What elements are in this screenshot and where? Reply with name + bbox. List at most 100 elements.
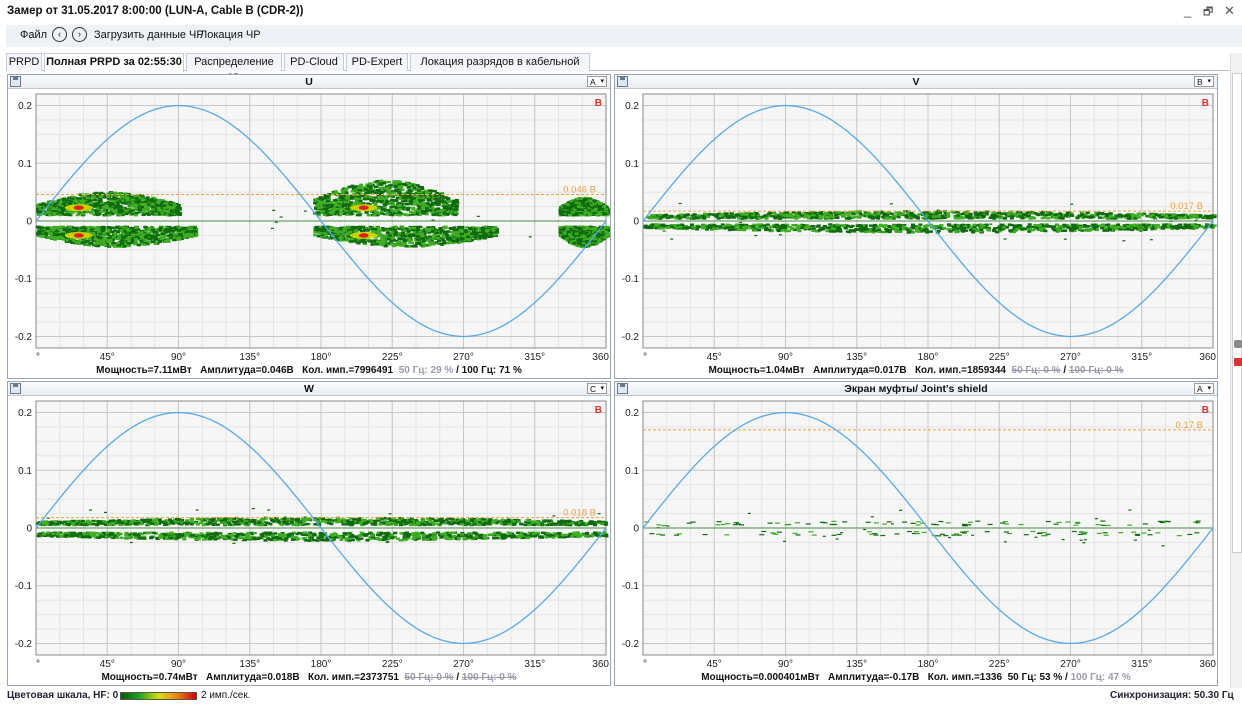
pd-point	[104, 236, 109, 240]
pd-point	[314, 227, 319, 230]
pd-point	[47, 232, 52, 235]
vertical-scrollbar[interactable]	[1230, 53, 1242, 704]
pd-point	[358, 188, 363, 192]
pd-point	[68, 240, 73, 243]
pd-point	[106, 212, 111, 215]
pd-point	[74, 241, 79, 244]
pd-point	[415, 213, 420, 216]
pd-point	[119, 238, 124, 241]
tab-prpd[interactable]: PRPD	[6, 53, 42, 71]
pd-point	[372, 204, 377, 207]
pd-point	[426, 195, 431, 199]
pd-point	[183, 233, 188, 236]
pd-point	[60, 227, 65, 231]
chevron-left-circle-icon[interactable]: ‹	[52, 27, 67, 42]
pd-point	[403, 242, 408, 246]
pd-point	[60, 237, 65, 240]
pd-point	[467, 238, 472, 242]
pd-point	[347, 234, 352, 237]
minimize-button[interactable]: _	[1184, 3, 1192, 18]
pd-point	[457, 226, 462, 229]
pd-point	[387, 191, 392, 194]
menu-load-pd-data[interactable]: Загрузить данные ЧР	[94, 29, 204, 41]
pd-point	[370, 227, 375, 230]
pd-point	[446, 230, 451, 233]
pd-point	[321, 201, 326, 205]
pd-point	[70, 230, 75, 233]
pd-point	[60, 208, 65, 211]
pd-point	[130, 239, 135, 242]
tab-full-prpd[interactable]: Полная PRPD за 02:55:30	[44, 53, 184, 72]
pin-icon[interactable]	[1234, 340, 1242, 348]
pd-point	[455, 237, 460, 240]
pd-point	[418, 229, 423, 233]
pd-point	[74, 201, 79, 204]
tab-pd-cloud[interactable]: PD-Cloud	[284, 53, 344, 71]
pd-point	[113, 234, 118, 238]
pd-point	[313, 233, 318, 237]
pd-point	[353, 237, 358, 241]
pd-point	[447, 208, 452, 211]
pd-point	[141, 198, 146, 201]
pd-point	[47, 201, 52, 204]
pd-point	[393, 210, 398, 213]
pd-point	[121, 197, 126, 201]
chevron-right-circle-icon[interactable]: ›	[72, 27, 87, 42]
pd-point	[411, 206, 416, 210]
pd-point	[381, 207, 386, 210]
pd-point	[361, 239, 366, 242]
pd-point	[101, 239, 106, 242]
pd-point	[62, 228, 67, 231]
tab-discharge-location[interactable]: Локация разрядов в кабельной линии	[410, 53, 590, 84]
pd-point	[576, 198, 581, 201]
pd-point	[91, 232, 96, 235]
pd-point	[407, 227, 412, 231]
pd-point	[109, 212, 114, 215]
pd-point	[105, 205, 110, 208]
pd-point	[192, 226, 197, 230]
close-button[interactable]: ✕	[1224, 3, 1235, 18]
pd-point	[380, 237, 385, 240]
pd-point	[118, 208, 123, 212]
pd-point	[417, 206, 422, 210]
pd-point	[395, 196, 400, 200]
pd-point	[78, 197, 83, 201]
pd-point	[400, 200, 405, 203]
menu-pd-location[interactable]: Локация ЧР	[200, 29, 261, 41]
pd-point	[389, 226, 394, 230]
pd-point	[346, 239, 351, 242]
pd-point	[137, 231, 142, 234]
pd-point	[372, 240, 377, 243]
pd-point	[189, 233, 194, 236]
pd-point	[117, 213, 122, 216]
save-icon[interactable]	[10, 76, 21, 87]
pd-point	[114, 206, 119, 209]
pd-point	[421, 206, 426, 209]
pd-point	[120, 213, 125, 217]
pd-point	[159, 237, 164, 241]
pd-point	[391, 191, 396, 195]
scrollbar-thumb[interactable]	[1232, 73, 1242, 553]
pd-point	[120, 199, 125, 202]
pd-point	[349, 228, 354, 232]
pd-point	[129, 209, 134, 212]
pd-point	[334, 200, 339, 204]
pd-point	[128, 233, 133, 236]
pd-point	[344, 207, 349, 210]
pd-point	[467, 230, 472, 234]
pd-point	[459, 229, 464, 232]
pd-point	[349, 209, 354, 212]
pd-point	[112, 197, 117, 201]
pd-point	[99, 194, 104, 197]
tab-pd-expert[interactable]: PD-Expert	[346, 53, 408, 71]
pd-point	[114, 194, 119, 197]
tab-distribution-3d[interactable]: Распределение 3D	[186, 53, 282, 84]
channel-select[interactable]: A ▾	[587, 76, 607, 87]
lock-icon[interactable]	[1234, 358, 1242, 366]
pd-point	[97, 241, 102, 244]
menu-file[interactable]: Файл	[20, 29, 48, 41]
pd-point	[385, 211, 390, 215]
pd-point	[72, 195, 77, 199]
restore-button[interactable]: 🗗	[1203, 6, 1214, 18]
pd-point	[450, 204, 455, 208]
